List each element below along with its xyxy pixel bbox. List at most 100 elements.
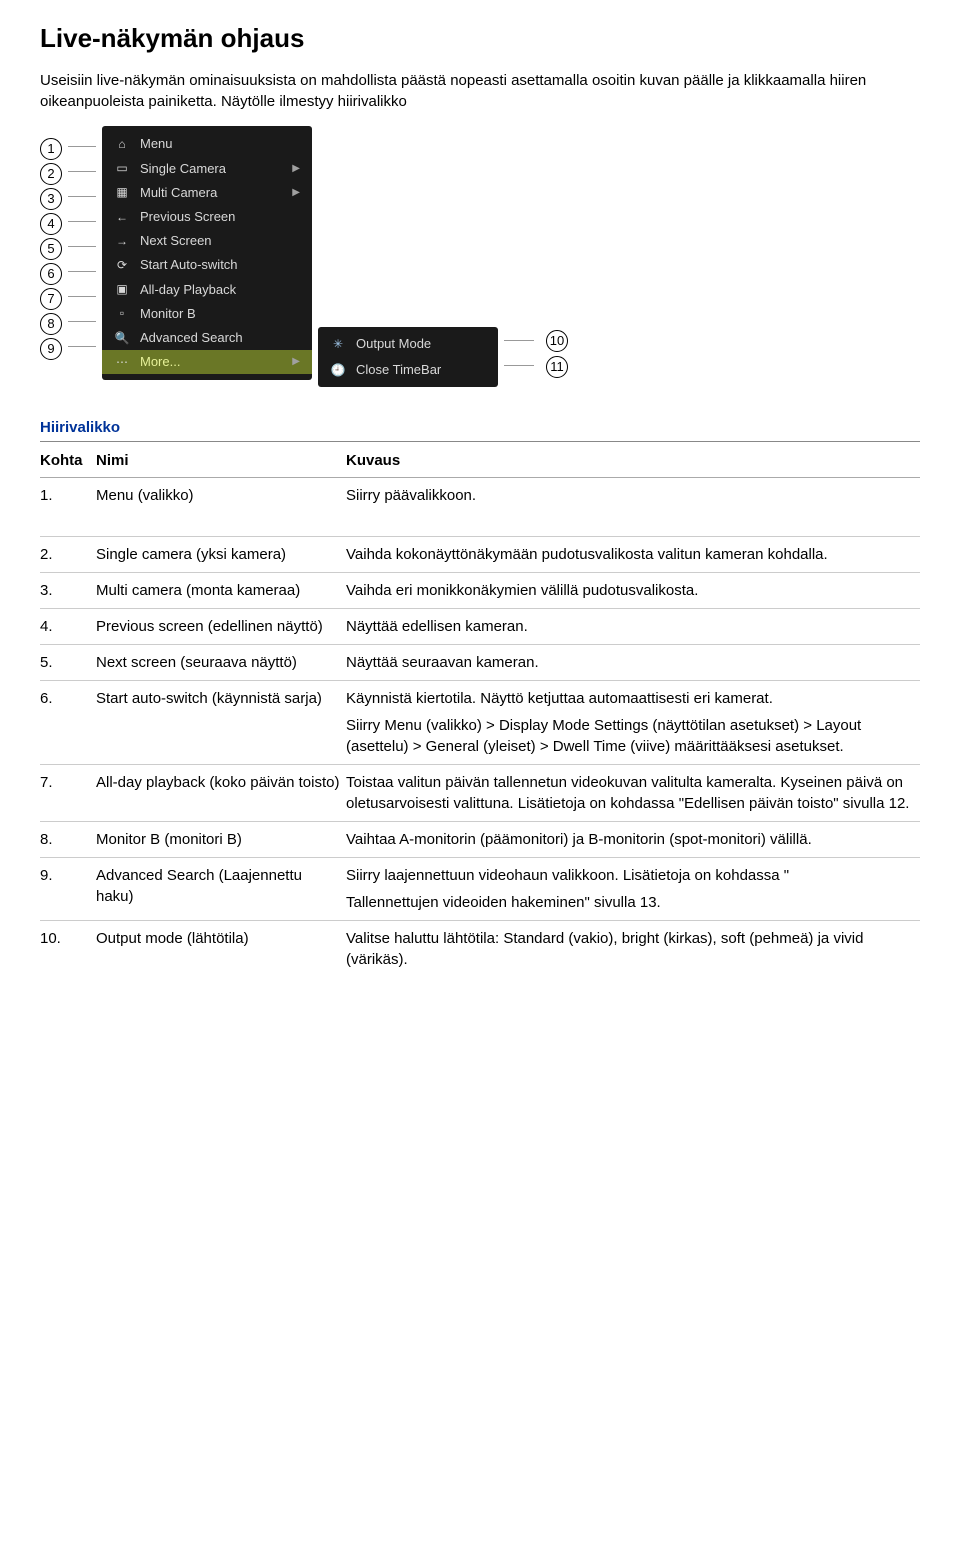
callout-number: 11 [546,356,568,378]
context-submenu: ✳ Output Mode 🕘 Close TimeBar [318,327,498,387]
row-number: 7. [40,765,96,822]
column-header-name: Nimi [96,444,346,478]
menu-item[interactable]: ▭Single Camera▶ [102,157,312,181]
row-description: Käynnistä kiertotila. Näyttö ketjuttaa a… [346,681,920,765]
row-number: 8. [40,822,96,858]
row-description: Vaihda eri monikkonäkymien välillä pudot… [346,573,920,609]
callout-number: 7 [40,288,62,310]
menu-item-label: Next Screen [140,232,212,250]
submenu-item[interactable]: 🕘 Close TimeBar [318,357,498,383]
page-title: Live-näkymän ohjaus [40,20,920,56]
callout-number: 5 [40,238,62,260]
callout-number: 10 [546,330,568,352]
table-row: 8.Monitor B (monitori B)Vaihtaa A-monito… [40,822,920,858]
row-number: 1. [40,478,96,537]
callout-number: 4 [40,213,62,235]
chevron-right-icon: ▶ [292,355,300,369]
description-paragraph: Vaihtaa A-monitorin (päämonitori) ja B-m… [346,829,914,850]
chevron-right-icon: ▶ [292,162,300,176]
row-description: Näyttää seuraavan kameran. [346,645,920,681]
description-paragraph: Näyttää edellisen kameran. [346,616,914,637]
menu-item[interactable]: ▣ All-day Playback [102,278,312,302]
submenu-item-label: Output Mode [356,335,431,353]
description-paragraph: Siirry Menu (valikko) > Display Mode Set… [346,715,914,757]
chevron-right-icon: ▶ [292,186,300,200]
description-paragraph: Siirry päävalikkoon. [346,485,914,506]
submenu-item-label: Close TimeBar [356,361,441,379]
clock-icon: 🕘 [330,362,346,378]
column-header-desc: Kuvaus [346,444,920,478]
row-name: Single camera (yksi kamera) [96,537,346,573]
menu-item[interactable]: ⌂ Menu [102,132,312,156]
row-number: 3. [40,573,96,609]
menu-item[interactable]: 🔍Advanced Search [102,326,312,350]
menu-description-table: Kohta Nimi Kuvaus 1.Menu (valikko)Siirry… [40,444,920,977]
description-paragraph: Toistaa valitun päivän tallennetun video… [346,772,914,814]
row-number: 6. [40,681,96,765]
callout-number: 1 [40,138,62,160]
row-description: Siirry laajennettuun videohaun valikkoon… [346,858,920,921]
intro-text: Useisiin live-näkymän ominaisuuksista on… [40,70,920,112]
leader-lines-left [68,126,96,368]
menu-item-label: Start Auto-switch [140,256,238,274]
multi-camera-icon: ▦ [114,185,130,201]
arrow-right-icon: → [114,233,130,249]
row-name: Previous screen (edellinen näyttö) [96,609,346,645]
table-row: 2.Single camera (yksi kamera)Vaihda koko… [40,537,920,573]
leader-lines-right [504,126,534,387]
row-description: Näyttää edellisen kameran. [346,609,920,645]
row-description: Valitse haluttu lähtötila: Standard (vak… [346,921,920,978]
table-row: 1.Menu (valikko)Siirry päävalikkoon. [40,478,920,537]
search-icon: 🔍 [114,330,130,346]
menu-item[interactable]: ← Previous Screen [102,205,312,229]
row-description: Vaihtaa A-monitorin (päämonitori) ja B-m… [346,822,920,858]
table-body: 1.Menu (valikko)Siirry päävalikkoon.2.Si… [40,478,920,978]
more-icon: ⋯ [114,354,130,370]
table-row: 6.Start auto-switch (käynnistä sarja)Käy… [40,681,920,765]
menu-item-label: Previous Screen [140,208,235,226]
row-description: Toistaa valitun päivän tallennetun video… [346,765,920,822]
description-paragraph: Näyttää seuraavan kameran. [346,652,914,673]
menu-item[interactable]: ▫ Monitor B [102,302,312,326]
row-number: 9. [40,858,96,921]
description-paragraph: Vaihda kokonäyttönäkymään pudotusvalikos… [346,544,914,565]
menu-item-label: More... [140,353,180,371]
row-number: 2. [40,537,96,573]
table-row: 5.Next screen (seuraava näyttö)Näyttää s… [40,645,920,681]
table-row: 10.Output mode (lähtötila)Valitse halutt… [40,921,920,978]
context-menu: ⌂Menu▭Single Camera▶▦Multi Camera▶←Previ… [102,126,312,380]
menu-item[interactable]: ▦Multi Camera▶ [102,181,312,205]
arrow-left-icon: ← [114,209,130,225]
menu-item-label: Single Camera [140,160,226,178]
menu-item-label: Monitor B [140,305,196,323]
monitor-icon: ▫ [114,306,130,322]
description-paragraph: Siirry laajennettuun videohaun valikkoon… [346,865,914,886]
callout-number: 9 [40,338,62,360]
callout-numbers-right: 1011 [546,330,568,378]
callout-number: 8 [40,313,62,335]
row-name: Menu (valikko) [96,478,346,537]
menu-item[interactable]: ⟳ Start Auto-switch [102,253,312,277]
submenu-item[interactable]: ✳ Output Mode [318,331,498,357]
description-paragraph: Valitse haluttu lähtötila: Standard (vak… [346,928,914,970]
row-number: 4. [40,609,96,645]
description-paragraph: Tallennettujen videoiden hakeminen" sivu… [346,892,914,913]
table-row: 9.Advanced Search (Laajennettu haku)Siir… [40,858,920,921]
row-name: Start auto-switch (käynnistä sarja) [96,681,346,765]
play-icon: ⟳ [114,257,130,273]
row-name: Multi camera (monta kameraa) [96,573,346,609]
row-name: Advanced Search (Laajennettu haku) [96,858,346,921]
gear-icon: ✳ [330,336,346,352]
description-paragraph: Vaihda eri monikkonäkymien välillä pudot… [346,580,914,601]
menu-item-label: Menu [140,135,173,153]
row-name: All-day playback (koko päivän toisto) [96,765,346,822]
menu-item[interactable]: → Next Screen [102,229,312,253]
menu-item[interactable]: ⋯ More... ▶ [102,350,312,374]
row-name: Output mode (lähtötila) [96,921,346,978]
playback-icon: ▣ [114,282,130,298]
home-icon: ⌂ [114,136,130,152]
menu-item-label: All-day Playback [140,281,236,299]
description-paragraph: Käynnistä kiertotila. Näyttö ketjuttaa a… [346,688,914,709]
row-name: Next screen (seuraava näyttö) [96,645,346,681]
row-description: Siirry päävalikkoon. [346,478,920,537]
